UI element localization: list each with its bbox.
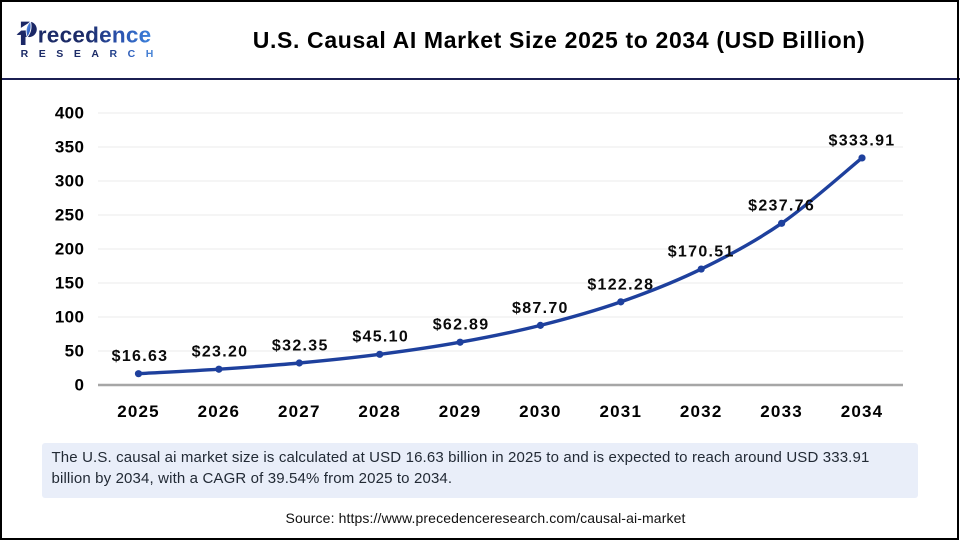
svg-text:200: 200 — [55, 240, 85, 259]
svg-text:2033: 2033 — [760, 402, 803, 421]
svg-text:2031: 2031 — [599, 402, 642, 421]
svg-text:$170.51: $170.51 — [668, 244, 735, 261]
svg-text:150: 150 — [55, 274, 85, 293]
svg-text:350: 350 — [55, 138, 85, 157]
svg-text:2029: 2029 — [439, 402, 482, 421]
svg-text:RESEARCH: RESEARCH — [21, 48, 164, 60]
svg-text:$32.35: $32.35 — [272, 337, 329, 354]
svg-text:$237.76: $237.76 — [748, 198, 815, 215]
svg-text:2028: 2028 — [358, 402, 401, 421]
svg-text:100: 100 — [55, 308, 85, 327]
svg-text:0: 0 — [75, 376, 85, 395]
svg-text:$23.20: $23.20 — [192, 344, 249, 361]
svg-text:2025: 2025 — [117, 402, 160, 421]
svg-text:400: 400 — [55, 104, 85, 123]
svg-text:$333.91: $333.91 — [829, 132, 896, 149]
svg-text:50: 50 — [65, 342, 85, 361]
svg-text:2027: 2027 — [278, 402, 321, 421]
svg-text:recedence: recedence — [38, 23, 152, 48]
svg-text:$122.28: $122.28 — [587, 276, 654, 293]
svg-text:$62.89: $62.89 — [433, 317, 490, 334]
svg-text:2026: 2026 — [198, 402, 241, 421]
svg-text:300: 300 — [55, 172, 85, 191]
svg-text:2034: 2034 — [841, 402, 884, 421]
svg-text:2032: 2032 — [680, 402, 723, 421]
svg-text:$45.10: $45.10 — [352, 329, 409, 346]
svg-text:$16.63: $16.63 — [112, 348, 169, 365]
svg-text:250: 250 — [55, 206, 85, 225]
svg-text:$87.70: $87.70 — [512, 300, 569, 317]
svg-text:2030: 2030 — [519, 402, 562, 421]
